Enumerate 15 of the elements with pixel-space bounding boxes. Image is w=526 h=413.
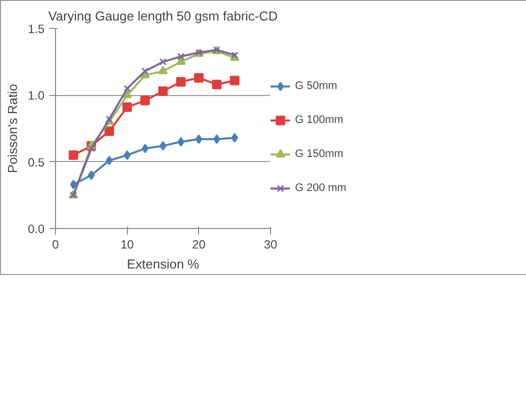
legend-label: G 200 mm (295, 182, 346, 194)
y-tick-label: 1.5 (28, 22, 45, 36)
y-axis-title: Poisson's Ratio (4, 84, 20, 174)
y-tick-label: 0.0 (28, 222, 45, 236)
x-axis-title: Extension % (126, 256, 200, 272)
chart-title: Varying Gauge length 50 gsm fabric-CD (48, 8, 278, 24)
y-tick-label: 0.5 (28, 155, 45, 170)
legend-label: G 100mm (295, 114, 344, 126)
x-tick-label: 0 (52, 238, 60, 252)
x-tick-label: 10 (120, 238, 134, 252)
legend-label: G 150mm (295, 148, 344, 160)
x-tick-label: 30 (264, 238, 278, 252)
x-tick-label: 20 (192, 238, 206, 252)
y-tick-label: 1.0 (28, 88, 45, 103)
legend-label: G 50mm (295, 80, 338, 92)
